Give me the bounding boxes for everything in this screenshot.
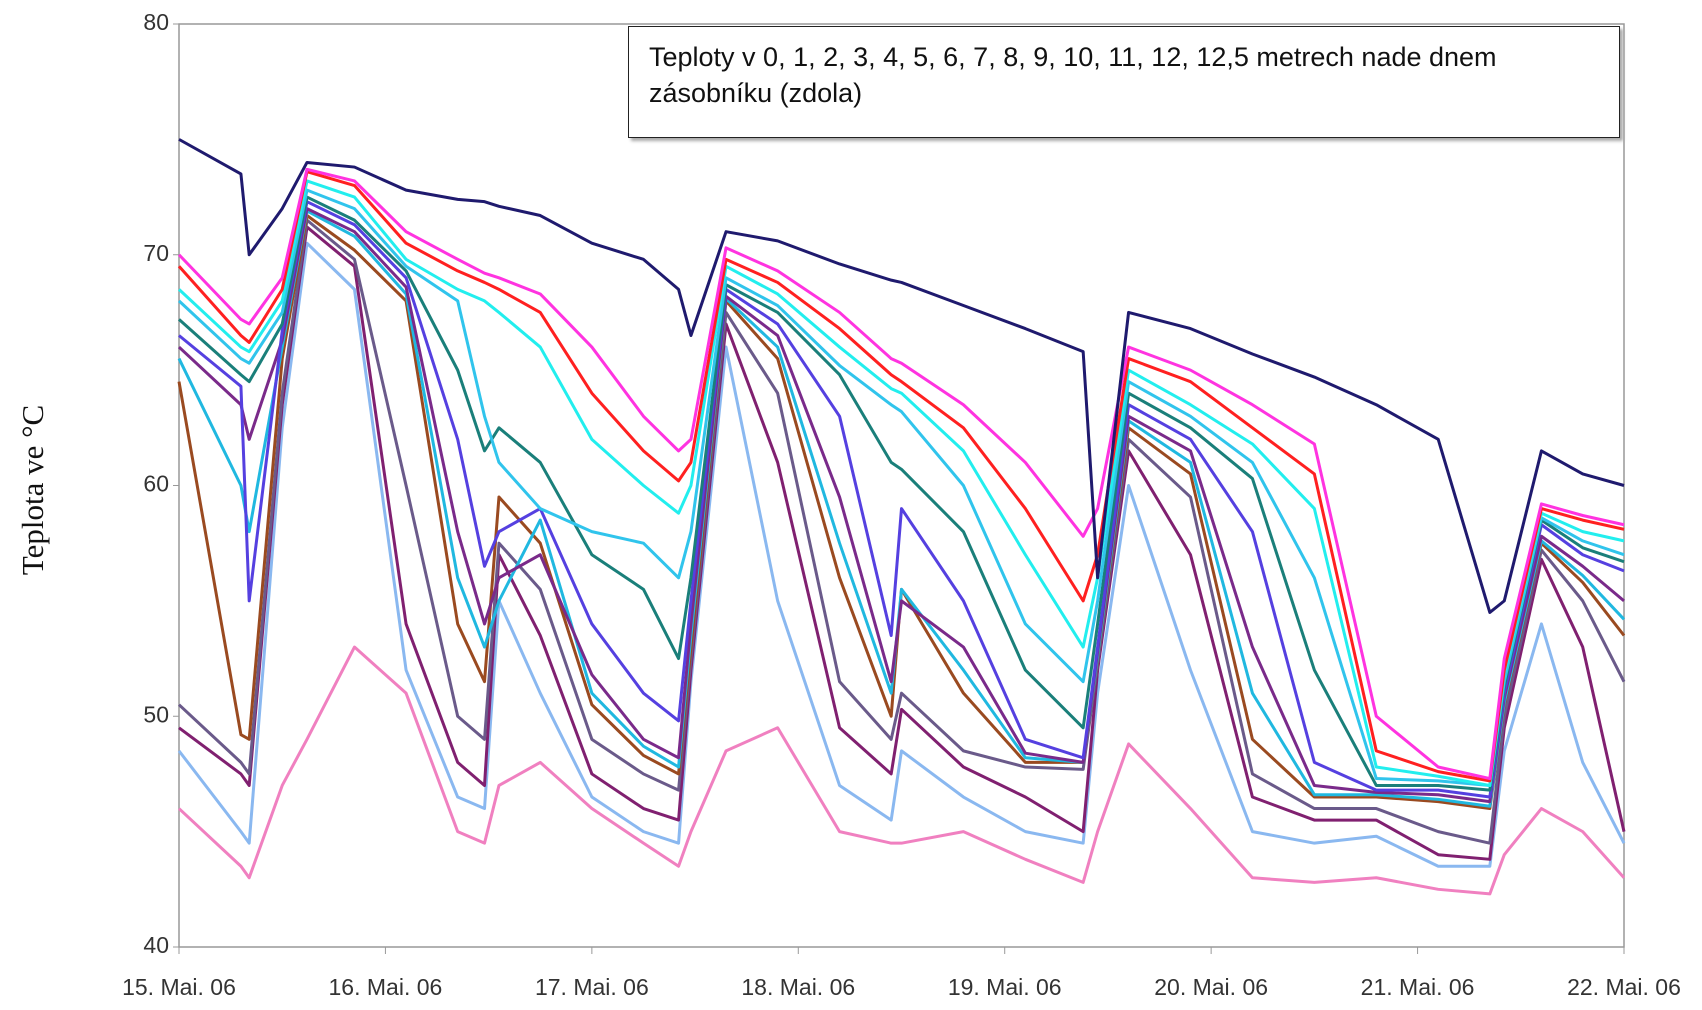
series-line [178,225,1626,861]
annotation: Teploty v 0, 1, 2, 3, 4, 5, 6, 7, 8, 9, … [628,26,1620,138]
series-line [177,209,1626,808]
series-line [178,195,1625,792]
series-line [177,214,1626,811]
series-line [177,241,1626,868]
series-line [177,170,1625,783]
plot-frame [178,23,1625,948]
x-tick-label: 15. Mai. 06 [122,974,236,1000]
y-tick-label: 80 [143,9,169,35]
y-tick-label: 60 [143,471,169,497]
x-tick-label: 22. Mai. 06 [1567,974,1681,1000]
series-line [177,218,1626,845]
y-tick-label: 70 [143,240,169,266]
series-line [177,167,1625,781]
x-tick-label: 17. Mai. 06 [535,974,649,1000]
y-tick-label: 40 [143,932,169,958]
x-tick-label: 21. Mai. 06 [1361,974,1475,1000]
x-tick-label: 18. Mai. 06 [741,974,855,1000]
series-line [177,188,1625,787]
y-axis-label: Teplota ve °C [15,405,50,575]
series-line [177,645,1626,896]
x-tick-label: 19. Mai. 06 [948,974,1062,1000]
x-tick-label: 20. Mai. 06 [1154,974,1268,1000]
series-line [177,207,1625,804]
series-line [178,200,1625,799]
series-line [177,179,1625,787]
x-tick-label: 16. Mai. 06 [329,974,443,1000]
series-line [178,138,1625,614]
y-tick-label: 50 [143,701,169,727]
